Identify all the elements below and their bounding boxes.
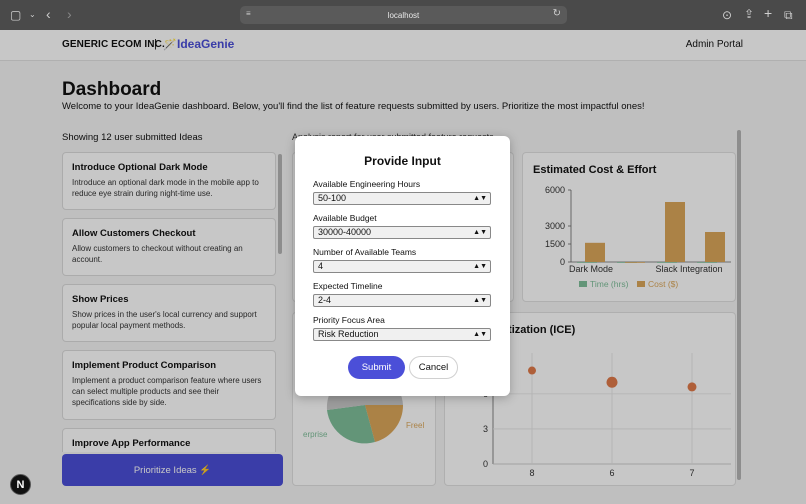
dev-tools-badge[interactable]: N [10, 474, 31, 495]
idea-title: Implement Product Comparison [72, 360, 217, 371]
cost-chart-title: Estimated Cost & Effort [533, 164, 657, 176]
y-tick-label: 0 [560, 257, 565, 267]
scatter-point [687, 382, 697, 392]
page-icon: ≡ [246, 9, 251, 18]
timeline-value: 2-4 [318, 295, 332, 305]
y-tick-label: 3000 [545, 221, 565, 231]
sidebar-toggle-icon[interactable]: ▢ [10, 8, 22, 22]
x-tick-label: 6 [609, 468, 614, 478]
select-arrows-icon: ▲▼ [473, 331, 487, 338]
select-arrows-icon: ▲▼ [473, 297, 487, 304]
pie-label-enterprise: erprise [303, 430, 328, 439]
select-arrows-icon: ▲▼ [473, 263, 487, 270]
pie-slice-freelance [365, 405, 404, 442]
teams-select[interactable]: 4 ▲▼ [313, 260, 491, 273]
ice-chart: 036867 [483, 353, 731, 478]
admin-portal-label: Admin Portal [685, 39, 743, 50]
cost-effort-panel: Estimated Cost & Effort 0 1500 3000 6000 Dar… [522, 152, 736, 302]
select-arrows-icon: ▲▼ [473, 195, 487, 202]
x-tick-label: Dark Mode [569, 264, 613, 274]
forward-icon[interactable]: › [67, 6, 72, 22]
y-tick-label: 3 [483, 424, 488, 434]
engineering-hours-label: Available Engineering Hours [313, 179, 421, 189]
submit-button[interactable]: Submit [348, 356, 405, 379]
focus-area-value: Risk Reduction [318, 329, 379, 339]
teams-value: 4 [318, 261, 324, 271]
x-tick-label: Slack Integration [655, 264, 722, 274]
focus-area-select[interactable]: Risk Reduction ▲▼ [313, 328, 491, 341]
legend-label: Time (hrs) [590, 279, 629, 289]
ice-chart-title: itization (ICE) [505, 324, 576, 336]
provide-input-modal: Provide Input Available Engineering Hour… [295, 136, 510, 396]
y-tick-label: 0 [483, 459, 488, 469]
pie-label-freelance: Freel [406, 421, 424, 430]
x-tick-label: 7 [689, 468, 694, 478]
timeline-select[interactable]: 2-4 ▲▼ [313, 294, 491, 307]
reload-icon[interactable]: ↻ [552, 8, 561, 19]
genie-icon: 🪄 [163, 39, 177, 51]
analysis-scrollbar[interactable] [737, 130, 741, 480]
idea-description: Introduce an optional dark mode in the m… [72, 178, 259, 198]
share-icon[interactable]: ⇪ [744, 7, 755, 21]
address-bar[interactable]: ≡ localhost ↻ [240, 6, 567, 24]
idea-title: Allow Customers Checkout [72, 228, 196, 239]
idea-description: Implement a product comparison feature w… [72, 376, 262, 407]
bar [665, 202, 685, 262]
page-title: Dashboard [62, 79, 162, 100]
app-name[interactable]: IdeaGenie [177, 37, 235, 51]
cost-effort-chart: 0 1500 3000 6000 Dark Mode Slack Integration T… [545, 185, 731, 289]
back-icon[interactable]: ‹ [46, 6, 51, 22]
idea-card[interactable]: Introduce Optional Dark Mode Introduce a… [62, 152, 276, 210]
idea-description: Allow customers to checkout without crea… [72, 244, 243, 264]
modal-title: Provide Input [364, 154, 441, 168]
pie-slice-enterprise [327, 405, 375, 444]
ideas-count: Showing 12 user submitted Ideas [62, 132, 203, 143]
idea-description: Show prices in the user's local currency… [72, 310, 257, 330]
legend-label: Cost ($) [648, 279, 678, 289]
bar [585, 242, 605, 262]
idea-title: Improve App Performance [72, 438, 191, 449]
company-name: GENERIC ECOM INC. [62, 39, 165, 50]
legend-swatch [579, 281, 587, 287]
brand-separator: | [154, 38, 157, 50]
timeline-label: Expected Timeline [313, 281, 383, 291]
bar [577, 262, 597, 263]
ideas-list: Introduce Optional Dark Mode Introduce a… [62, 152, 284, 452]
bar [625, 262, 645, 263]
tabs-overview-icon[interactable]: ⧉ [784, 8, 793, 22]
y-tick-label: 1500 [545, 239, 565, 249]
ideas-scrollbar[interactable] [278, 154, 282, 254]
budget-value: 30000-40000 [318, 227, 372, 237]
budget-label: Available Budget [313, 213, 377, 223]
engineering-hours-value: 50-100 [318, 193, 347, 203]
page-subtitle: Welcome to your IdeaGenie dashboard. Bel… [62, 101, 645, 112]
idea-card[interactable]: Implement Product Comparison Implement a… [62, 350, 276, 420]
prioritize-ideas-button[interactable]: Prioritize Ideas ⚡ [62, 454, 283, 486]
chevron-down-icon[interactable]: ⌄ [29, 10, 36, 19]
new-tab-icon[interactable]: + [764, 5, 773, 21]
cancel-button[interactable]: Cancel [409, 356, 458, 379]
legend-swatch [637, 281, 645, 287]
budget-select[interactable]: 30000-40000 ▲▼ [313, 226, 491, 239]
teams-label: Number of Available Teams [313, 247, 417, 257]
idea-card[interactable]: Allow Customers Checkout Allow customers… [62, 218, 276, 276]
focus-area-label: Priority Focus Area [313, 315, 385, 325]
scatter-point [528, 366, 536, 375]
url-text: localhost [387, 10, 420, 20]
top-navigation: GENERIC ECOM INC. | 🪄 IdeaGenie Admin Po… [0, 30, 806, 61]
download-icon[interactable]: ⊙ [722, 8, 733, 22]
x-tick-label: 8 [529, 468, 534, 478]
idea-card[interactable]: Improve App Performance [62, 428, 276, 452]
browser-toolbar: ▢ ⌄ ‹ › ≡ localhost ↻ ⊙ ⇪ + ⧉ [0, 0, 806, 30]
select-arrows-icon: ▲▼ [473, 229, 487, 236]
bar [697, 262, 717, 263]
idea-title: Show Prices [72, 294, 129, 305]
y-tick-label: 6000 [545, 185, 565, 195]
bar [657, 262, 677, 263]
engineering-hours-select[interactable]: 50-100 ▲▼ [313, 192, 491, 205]
idea-card[interactable]: Show Prices Show prices in the user's lo… [62, 284, 276, 342]
scatter-point [606, 376, 618, 388]
bar [705, 232, 725, 262]
idea-title: Introduce Optional Dark Mode [72, 162, 208, 173]
